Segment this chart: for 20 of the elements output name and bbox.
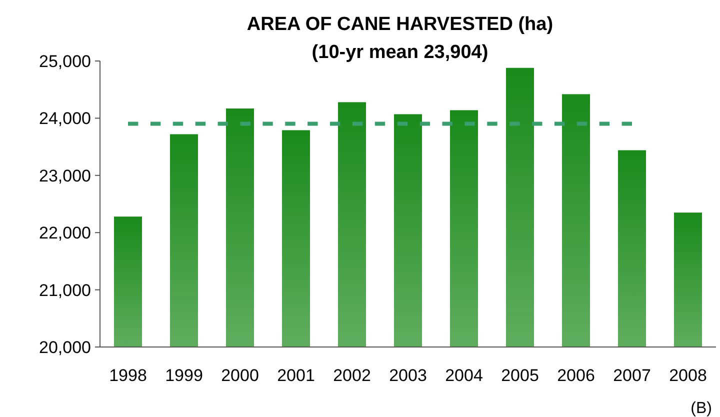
- y-tick-label: 24,000: [39, 109, 91, 128]
- text: (B): [690, 400, 712, 417]
- x-tick-label: 2002: [333, 366, 371, 385]
- y-tick-label: 25,000: [39, 52, 91, 71]
- y-tick-label: 21,000: [39, 280, 91, 300]
- x-tick-label: 2000: [221, 366, 259, 385]
- y-tick-label: 22,000: [39, 224, 91, 243]
- x-tick-label: 2006: [557, 366, 595, 385]
- chart-title: AREA OF CANE HARVESTED (ha): [246, 14, 554, 35]
- x-tick-label: 2004: [445, 366, 483, 385]
- x-tick-label: 2001: [277, 366, 315, 385]
- x-tick-label: 2007: [613, 366, 651, 385]
- y-tick-label: 23,000: [39, 166, 91, 186]
- chart-subtitle: (10-yr mean 23,904): [312, 42, 488, 63]
- x-tick-label: 2003: [389, 366, 427, 385]
- y-tick-label: 20,000: [39, 338, 91, 357]
- x-tick-label: 1998: [109, 366, 147, 385]
- x-tick-label: 2008: [669, 366, 707, 385]
- x-tick-label: 1999: [165, 366, 203, 385]
- x-tick-label: 2005: [501, 366, 539, 385]
